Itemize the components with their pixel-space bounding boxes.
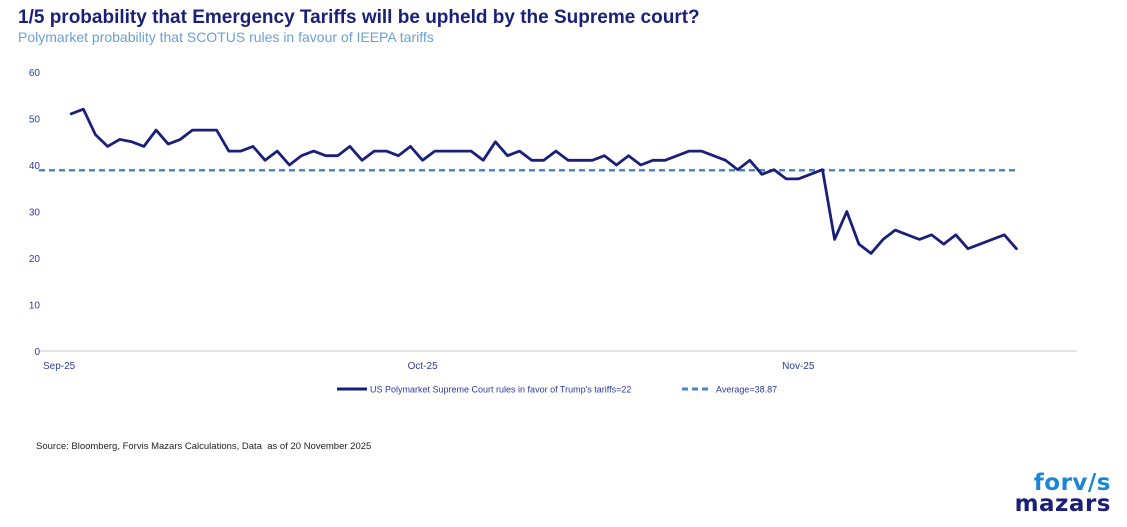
y-tick-label: 0 [34, 347, 40, 358]
x-tick-label: Nov-25 [782, 361, 815, 372]
line-chart: 0 10 20 30 40 50 60 Sep-25 Oct-25 Nov-25 US Polyma… [29, 68, 1077, 395]
y-tick-label: 40 [29, 161, 41, 172]
source-note: Source: Bloomberg, Forvis Mazars Calcula… [36, 441, 372, 452]
y-tick-label: 20 [29, 254, 41, 265]
forvis-mazars-logo: forv/s mazars [1014, 470, 1111, 517]
series-line-polymarket [69, 107, 1018, 255]
y-tick-label: 60 [29, 68, 41, 79]
chart-title: 1/5 probability that Emergency Tariffs w… [18, 7, 700, 28]
legend-label-polymarket: US Polymarket Supreme Court rules in fav… [370, 385, 631, 395]
x-tick-label: Sep-25 [43, 361, 76, 372]
chart-subtitle: Polymarket probability that SCOTUS rules… [18, 29, 434, 45]
y-tick-label: 10 [29, 301, 41, 312]
y-tick-label: 30 [29, 208, 41, 219]
x-tick-label: Oct-25 [408, 361, 438, 372]
logo-text-mazars: mazars [1014, 491, 1111, 517]
logo-text-forvis: forv/s [1033, 470, 1111, 496]
y-tick-label: 50 [29, 115, 41, 126]
legend-label-average: Average=38.87 [716, 385, 777, 395]
